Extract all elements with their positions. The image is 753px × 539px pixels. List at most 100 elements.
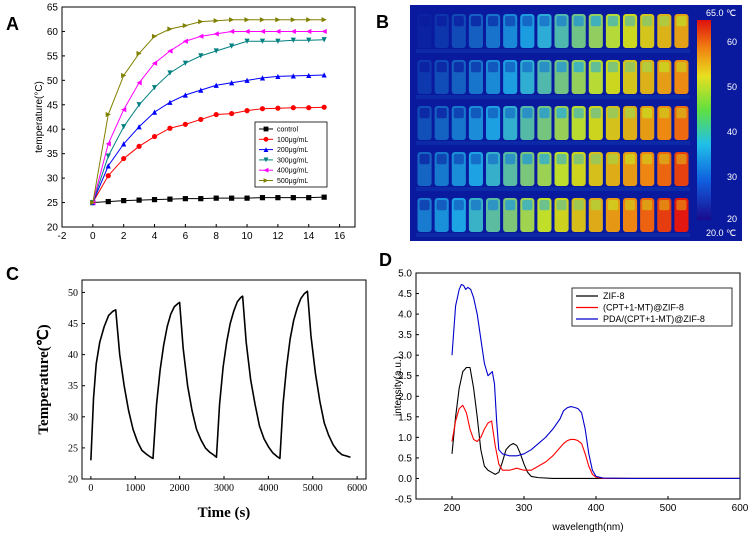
vial-cap bbox=[505, 62, 516, 73]
series-line bbox=[451, 283, 740, 480]
data-point bbox=[136, 143, 142, 149]
y-tick-label: 40 bbox=[68, 350, 78, 361]
y-tick-label: 45 bbox=[68, 319, 78, 330]
legend-label: 300μg/mL bbox=[277, 157, 308, 164]
data-point bbox=[229, 195, 235, 201]
data-point bbox=[151, 197, 158, 203]
vial-cap bbox=[590, 62, 601, 73]
series-line bbox=[92, 30, 325, 203]
y-tick-label: 25 bbox=[68, 443, 78, 454]
data-point bbox=[290, 17, 296, 23]
scale-min-label: 20.0 ℃ bbox=[706, 228, 736, 238]
vial-cap bbox=[659, 154, 670, 165]
scale-tick-20: 20 bbox=[727, 214, 737, 224]
data-point bbox=[151, 33, 158, 39]
data-point bbox=[290, 37, 296, 43]
x-tick-label: 2000 bbox=[170, 483, 190, 494]
chart-a-temperature-rise: -2 0 2 4 6 8 10 12 14 16 20 25 30 35 40 45 50 55 60 65 tempe… bbox=[34, 3, 356, 242]
vial-cap bbox=[625, 62, 636, 73]
y-axis-label: Temperature(℃) bbox=[36, 324, 52, 434]
data-point bbox=[321, 28, 327, 35]
data-point bbox=[121, 124, 127, 130]
y-tick-label: 35 bbox=[47, 149, 59, 160]
data-point bbox=[321, 17, 327, 23]
data-point bbox=[136, 50, 142, 57]
data-point bbox=[244, 108, 250, 114]
vial-cap bbox=[488, 16, 499, 27]
vial-cap bbox=[436, 108, 447, 119]
data-point bbox=[290, 105, 296, 111]
plot-frame bbox=[81, 279, 367, 480]
vial-cap bbox=[505, 154, 516, 165]
data-point bbox=[306, 28, 312, 35]
x-tick-label: 600 bbox=[732, 503, 749, 514]
vial-cap bbox=[505, 200, 516, 211]
vial-cap bbox=[539, 200, 550, 211]
vial-cap bbox=[590, 154, 601, 165]
vial-cap bbox=[659, 108, 670, 119]
x-axis-label: wavelength(nm) bbox=[551, 522, 623, 533]
x-tick-label: 4000 bbox=[258, 483, 278, 494]
data-point bbox=[259, 17, 266, 23]
data-point bbox=[290, 73, 296, 79]
vial-cap bbox=[659, 62, 670, 73]
y-tick-label: 3.5 bbox=[398, 330, 412, 341]
data-point bbox=[229, 43, 235, 49]
data-point bbox=[167, 196, 173, 202]
vial-cap bbox=[488, 108, 499, 119]
series-line bbox=[92, 106, 325, 203]
data-point bbox=[105, 111, 111, 118]
legend-marker bbox=[263, 147, 269, 152]
vial-cap bbox=[607, 154, 618, 165]
vial-cap bbox=[419, 154, 430, 165]
vial-cap bbox=[676, 62, 687, 73]
data-point bbox=[90, 199, 96, 206]
legend-marker bbox=[263, 167, 269, 173]
y-tick-label: 60 bbox=[47, 27, 59, 38]
data-point bbox=[151, 60, 158, 66]
legend-marker bbox=[263, 136, 269, 142]
data-point bbox=[105, 163, 111, 169]
vial-cap bbox=[522, 200, 533, 211]
vial-cap bbox=[453, 154, 464, 165]
x-tick-label: 8 bbox=[213, 231, 219, 242]
data-point bbox=[244, 38, 250, 44]
legend-marker bbox=[263, 157, 269, 163]
chart-c-cycling: 0 1000 2000 3000 4000 5000 6000 20 25 30 35 40 45 50 T… bbox=[36, 279, 367, 521]
data-point bbox=[306, 72, 312, 79]
x-tick-label: 16 bbox=[334, 231, 346, 242]
x-tick-label: 500 bbox=[660, 503, 677, 514]
vial-cap bbox=[522, 16, 533, 27]
data-point bbox=[275, 195, 281, 201]
data-point bbox=[213, 195, 219, 201]
scale-tick-40: 40 bbox=[727, 127, 737, 137]
y-tick-label: 0.5 bbox=[398, 453, 412, 464]
data-point bbox=[121, 155, 127, 162]
vial-cap bbox=[659, 200, 670, 211]
x-tick-label: -2 bbox=[58, 231, 67, 242]
vial-cap bbox=[642, 62, 653, 73]
vial-cap bbox=[642, 154, 653, 165]
data-point bbox=[244, 17, 250, 23]
data-point bbox=[167, 99, 173, 105]
y-tick-label: 5.0 bbox=[398, 269, 412, 280]
x-tick-label: 10 bbox=[241, 231, 253, 242]
y-tick-label: 1.0 bbox=[398, 433, 412, 444]
legend-marker bbox=[263, 126, 269, 132]
data-point bbox=[321, 104, 327, 110]
x-tick-label: 6000 bbox=[347, 483, 367, 494]
tray-separator bbox=[416, 233, 690, 237]
data-point bbox=[275, 73, 281, 80]
legend-label: 100μg/mL bbox=[277, 137, 308, 144]
vial-cap bbox=[436, 154, 447, 165]
data-point bbox=[198, 19, 204, 25]
vial-cap bbox=[573, 200, 584, 211]
vial-cap bbox=[453, 62, 464, 73]
data-point bbox=[213, 111, 219, 118]
data-point bbox=[213, 31, 219, 37]
data-point bbox=[213, 48, 219, 54]
plot-frame bbox=[61, 6, 356, 228]
x-tick-label: 0 bbox=[88, 483, 93, 494]
vial-cap bbox=[556, 200, 567, 211]
x-tick-label: 3000 bbox=[214, 483, 234, 494]
